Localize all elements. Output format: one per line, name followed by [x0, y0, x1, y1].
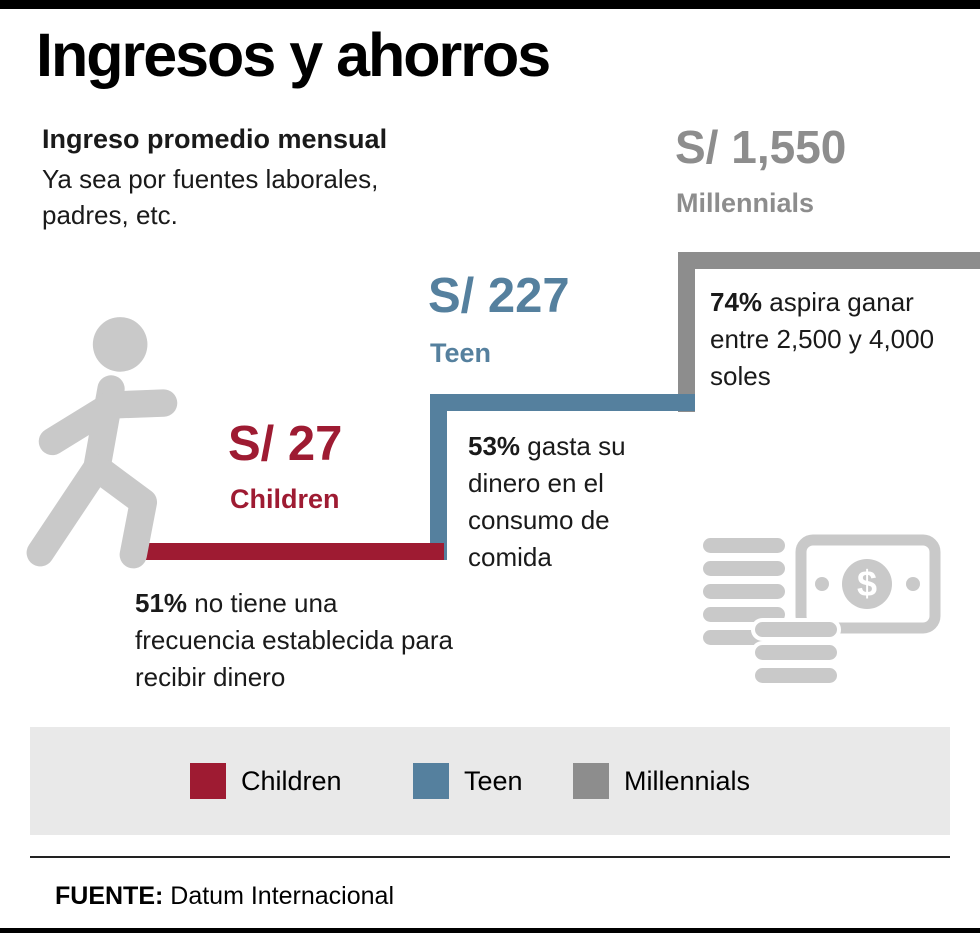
- children-color-swatch: [190, 763, 226, 799]
- teen-note-text: gasta su dinero en el consumo de comida: [468, 431, 626, 572]
- teen-value: S/ 227: [428, 269, 570, 323]
- children-note: 51% no tiene una frecuencia establecida …: [135, 585, 455, 696]
- teen-step-bar: [430, 394, 695, 411]
- millennials-step-riser: [678, 252, 695, 412]
- teen-note-stat: 53%: [468, 431, 521, 461]
- banknote-icon: $: [795, 534, 941, 634]
- source-label: FUENTE:: [55, 882, 164, 910]
- teen-step-riser: [430, 394, 447, 560]
- legend-item-teen: Teen: [413, 727, 523, 835]
- source-value: Datum Internacional: [163, 882, 395, 910]
- walking-person-icon: [26, 317, 178, 569]
- dollar-sign-icon: $: [857, 563, 877, 604]
- legend-label-teen: Teen: [464, 765, 523, 796]
- teen-color-swatch: [413, 763, 449, 799]
- legend-label-children: Children: [241, 765, 342, 796]
- millennials-note: 74% aspira ganar entre 2,500 y 4,000 sol…: [710, 284, 960, 395]
- children-label: Children: [230, 484, 340, 514]
- top-border-bar: [0, 0, 980, 9]
- children-note-text: no tiene una frecuencia establecida para…: [135, 588, 453, 692]
- millennials-note-text: aspira ganar entre 2,500 y 4,000 soles: [710, 287, 935, 391]
- millennials-color-swatch: [573, 763, 609, 799]
- intro-description: Ya sea por fuentes laborales, padres, et…: [42, 164, 379, 230]
- footer-divider: [30, 856, 950, 858]
- teen-label: Teen: [430, 338, 492, 368]
- page-title: Ingresos y ahorros: [36, 21, 551, 89]
- coins-icon: [699, 534, 841, 687]
- legend-label-millennials: Millennials: [624, 765, 751, 796]
- source-credit: FUENTE: Datum Internacional: [55, 882, 394, 911]
- bottom-border-bar: [0, 928, 980, 933]
- legend-item-millennials: Millennials: [573, 727, 750, 835]
- children-note-stat: 51%: [135, 588, 188, 618]
- money-icon: $: [699, 534, 941, 687]
- intro-heading: Ingreso promedio mensual: [42, 124, 388, 154]
- millennials-label: Millennials: [676, 188, 815, 218]
- children-step-bar: [125, 543, 444, 560]
- millennials-step-bar: [678, 252, 980, 269]
- millennials-value: S/ 1,550: [675, 121, 847, 173]
- legend: Children Teen Millennials: [30, 727, 950, 835]
- millennials-note-stat: 74%: [710, 287, 763, 317]
- legend-item-children: Children: [190, 727, 342, 835]
- children-value: S/ 27: [228, 417, 343, 471]
- teen-note: 53% gasta su dinero en el consumo de com…: [468, 428, 663, 576]
